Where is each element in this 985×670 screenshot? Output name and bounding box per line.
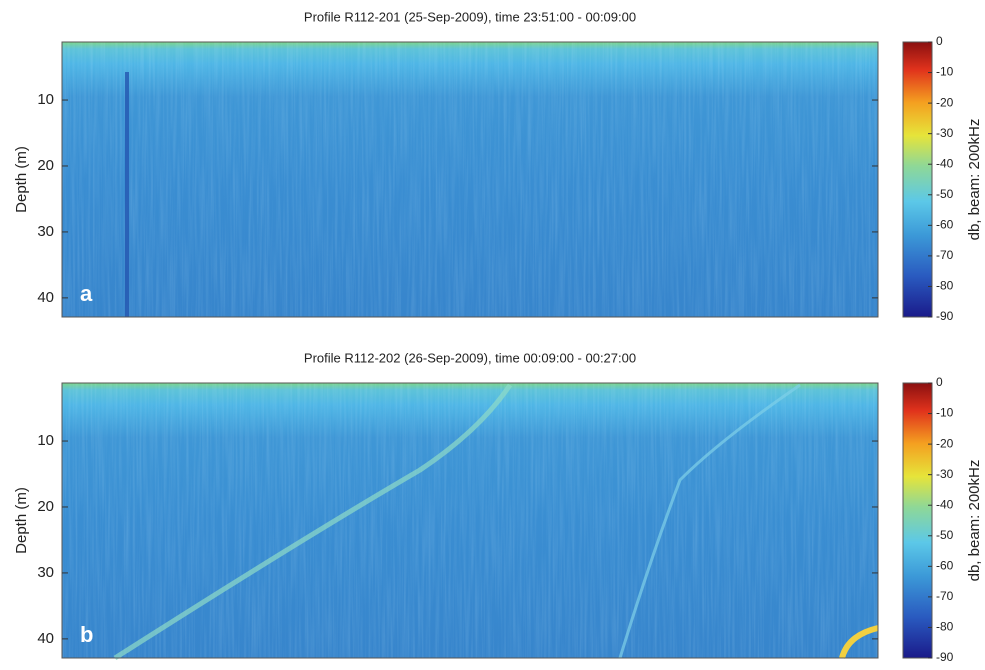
colorbar-label: db, beam: 200kHz — [966, 119, 983, 241]
colorbar-tick-label: -30 — [936, 126, 954, 140]
colorbar-tick-label: -50 — [936, 528, 954, 542]
y-tick-label: 10 — [37, 432, 54, 449]
colorbar-tick-label: -60 — [936, 218, 954, 232]
colorbar-b — [903, 383, 932, 658]
y-tick-label: 30 — [37, 564, 54, 581]
colorbar-tick-label: -90 — [936, 309, 954, 323]
colorbar-tick-label: -10 — [936, 406, 954, 420]
chart-title: Profile R112-202 (26-Sep-2009), time 00:… — [304, 350, 636, 365]
colorbar-tick-label: -70 — [936, 248, 954, 262]
colorbar-tick-label: -20 — [936, 95, 954, 109]
chart-title: Profile R112-201 (25-Sep-2009), time 23:… — [304, 9, 636, 24]
colorbar-label: db, beam: 200kHz — [966, 460, 983, 582]
colorbar-tick-label: -80 — [936, 620, 954, 634]
colorbar-tick-label: -80 — [936, 279, 954, 293]
y-axis-label: Depth (m) — [13, 146, 30, 213]
colorbar-tick-label: -50 — [936, 187, 954, 201]
y-tick-label: 20 — [37, 498, 54, 515]
colorbar-tick-label: -70 — [936, 589, 954, 603]
colorbar-a — [903, 42, 932, 317]
colorbar-tick-label: -40 — [936, 156, 954, 170]
colorbar-tick-label: -20 — [936, 436, 954, 450]
colorbar-tick-label: -40 — [936, 497, 954, 511]
colorbar-tick-label: -30 — [936, 467, 954, 481]
colorbar-tick-label: 0 — [936, 375, 943, 389]
colorbar-tick-label: -90 — [936, 650, 954, 664]
y-axis-label: Depth (m) — [13, 487, 30, 554]
y-tick-label: 30 — [37, 223, 54, 240]
colorbar-tick-label: -10 — [936, 65, 954, 79]
panel-a-image — [62, 42, 878, 317]
y-tick-label: 40 — [37, 630, 54, 647]
y-tick-label: 40 — [37, 289, 54, 306]
panel-b-image — [62, 383, 878, 658]
y-tick-label: 20 — [37, 157, 54, 174]
panel-label: a — [80, 281, 93, 306]
colorbar-tick-label: -60 — [936, 559, 954, 573]
figure: Profile R112-201 (25-Sep-2009), time 23:… — [0, 0, 985, 670]
panel-label: b — [80, 622, 93, 647]
y-tick-label: 10 — [37, 91, 54, 108]
colorbar-tick-label: 0 — [936, 34, 943, 48]
